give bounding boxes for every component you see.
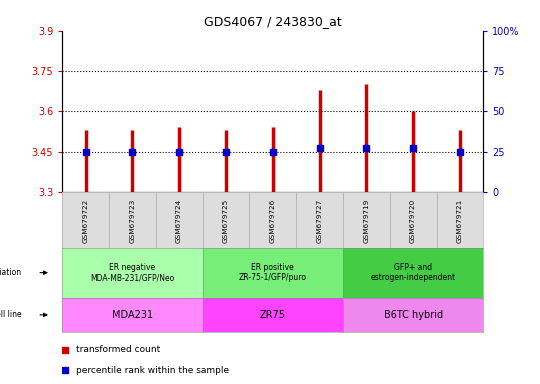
Text: GSM679722: GSM679722 xyxy=(83,199,89,243)
Text: GSM679726: GSM679726 xyxy=(269,199,276,243)
Text: GSM679727: GSM679727 xyxy=(316,199,322,243)
Text: percentile rank within the sample: percentile rank within the sample xyxy=(76,366,229,374)
Text: transformed count: transformed count xyxy=(76,346,160,354)
Text: MDA231: MDA231 xyxy=(112,310,153,320)
Text: ER positive
ZR-75-1/GFP/puro: ER positive ZR-75-1/GFP/puro xyxy=(239,263,307,282)
Text: GSM679720: GSM679720 xyxy=(410,199,416,243)
Text: GSM679719: GSM679719 xyxy=(363,199,369,243)
Title: GDS4067 / 243830_at: GDS4067 / 243830_at xyxy=(204,15,342,28)
Text: GSM679725: GSM679725 xyxy=(223,199,229,243)
Text: GSM679723: GSM679723 xyxy=(129,199,136,243)
Text: cell line: cell line xyxy=(0,310,22,319)
Text: GSM679724: GSM679724 xyxy=(176,199,182,243)
Text: ZR75: ZR75 xyxy=(260,310,286,320)
Text: ER negative
MDA-MB-231/GFP/Neo: ER negative MDA-MB-231/GFP/Neo xyxy=(90,263,174,282)
Text: GFP+ and
estrogen-independent: GFP+ and estrogen-independent xyxy=(370,263,456,282)
Text: B6TC hybrid: B6TC hybrid xyxy=(383,310,443,320)
Text: genotype/variation: genotype/variation xyxy=(0,268,22,277)
Text: GSM679721: GSM679721 xyxy=(457,199,463,243)
